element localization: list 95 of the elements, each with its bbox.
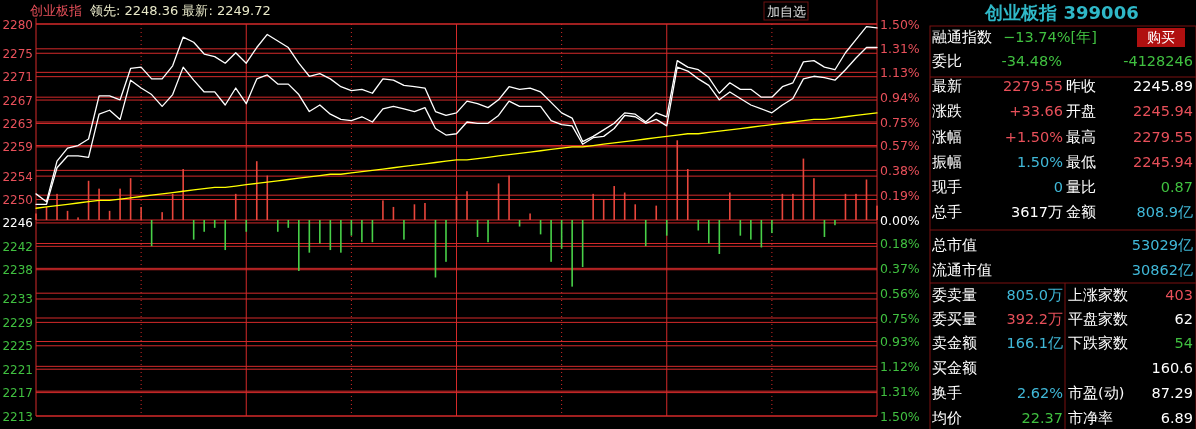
y2-tick-label: 0.75%	[880, 310, 920, 326]
text: 买金额	[932, 360, 977, 376]
y2-tick-label: 1.12%	[880, 358, 920, 374]
text: 0	[1053, 179, 1063, 195]
text: 换手	[932, 385, 962, 401]
y-tick-label: 2280	[2, 17, 33, 32]
text: 最新	[932, 78, 962, 94]
text: 87.29	[1151, 385, 1193, 401]
y2-tick-label: 1.31%	[880, 383, 920, 399]
text: 总市值	[931, 237, 977, 253]
y-tick-label: 2242	[2, 239, 33, 254]
text: 平盘家数	[1068, 311, 1128, 327]
text: −13.74%[年]	[1003, 29, 1097, 45]
text: 6.89	[1160, 410, 1193, 426]
y-tick-label: 2259	[2, 140, 33, 155]
text: 最低	[1066, 154, 1096, 170]
text: 开盘	[1066, 103, 1096, 119]
text: 加自选	[766, 4, 806, 19]
text: 54	[1174, 335, 1193, 351]
y2-tick-label: 0.37%	[880, 260, 920, 276]
y-tick-label: 2233	[2, 292, 33, 307]
text: 市盈(动)	[1068, 385, 1125, 401]
text: 62	[1174, 311, 1193, 327]
text: 创业板指 399006	[984, 2, 1139, 23]
text: 融通指数	[932, 29, 992, 45]
y2-tick-label: 0.18%	[880, 236, 920, 252]
text: -34.48%	[1001, 53, 1062, 69]
y2-tick-label: 0.00%	[880, 212, 920, 228]
text: 2279.55	[1003, 78, 1063, 94]
text: 2245.94	[1133, 154, 1193, 170]
text: 166.1亿	[1006, 335, 1063, 351]
line-series	[35, 112, 878, 209]
text: 振幅	[932, 154, 962, 170]
text: 160.6	[1151, 360, 1193, 376]
text: 昨收	[1066, 78, 1096, 94]
text: 2245.89	[1133, 78, 1193, 94]
text: 403	[1165, 287, 1193, 303]
text: 购买	[1147, 29, 1175, 45]
text: 总手	[931, 204, 962, 220]
y2-tick-label: 1.50%	[880, 16, 920, 32]
y2-tick-label: 1.31%	[880, 41, 920, 57]
y-tick-label: 2246	[2, 216, 33, 231]
text: 808.9亿	[1136, 204, 1193, 220]
y-tick-label: 2229	[2, 315, 33, 330]
text: 市净率	[1068, 410, 1113, 426]
chart-title: 创业板指	[30, 3, 82, 18]
y-tick-label: 2213	[2, 409, 33, 424]
y-tick-label: 2221	[2, 362, 33, 377]
text: 委卖量	[932, 287, 977, 303]
text: 金额	[1066, 204, 1096, 220]
text: 现手	[932, 179, 962, 195]
text: +33.66	[1009, 103, 1063, 119]
text: 涨跌	[932, 103, 962, 119]
y-tick-label: 2250	[2, 193, 33, 208]
text: 涨幅	[932, 129, 962, 145]
y2-tick-label: 0.93%	[880, 334, 920, 350]
text: 392.2万	[1006, 311, 1063, 327]
text: 30862亿	[1131, 262, 1193, 278]
text: 上涨家数	[1068, 287, 1128, 303]
text: 1.50%	[1016, 154, 1063, 170]
text: 3617万	[1011, 204, 1063, 220]
y2-tick-label: 0.75%	[880, 114, 920, 130]
y-tick-label: 2263	[2, 116, 33, 131]
y2-tick-label: 0.56%	[880, 285, 920, 301]
y-tick-label: 2275	[2, 46, 33, 61]
text: 2279.55	[1133, 129, 1193, 145]
text: 805.0万	[1006, 287, 1063, 303]
text: 2.62%	[1016, 385, 1063, 401]
y-tick-label: 2238	[2, 263, 33, 278]
text: 最高	[1066, 129, 1096, 145]
y-tick-label: 2267	[2, 93, 33, 108]
text: 均价	[931, 410, 962, 426]
text: 流通市值	[932, 262, 992, 278]
y-tick-label: 2271	[2, 70, 33, 85]
chart-subtitle: 领先: 2248.36 最新: 2249.72	[90, 3, 271, 18]
y2-tick-label: 0.94%	[880, 89, 920, 105]
text: 2245.94	[1133, 103, 1193, 119]
y2-tick-label: 0.38%	[880, 162, 920, 178]
text: 卖金额	[932, 335, 977, 351]
text: -4128246	[1123, 53, 1193, 69]
text: 下跌家数	[1068, 335, 1128, 351]
y2-tick-label: 1.50%	[880, 408, 920, 424]
text: 委买量	[932, 311, 977, 327]
y-tick-label: 2254	[2, 169, 33, 184]
text: 0.87	[1160, 179, 1193, 195]
y2-tick-label: 0.57%	[880, 138, 920, 154]
y-tick-label: 2217	[2, 386, 33, 401]
text: 22.37	[1021, 410, 1063, 426]
text: 委比	[932, 53, 962, 69]
y2-tick-label: 0.19%	[880, 187, 920, 203]
text: +1.50%	[1004, 129, 1063, 145]
y-tick-label: 2225	[2, 339, 33, 354]
y2-tick-label: 1.13%	[880, 64, 920, 80]
text: 53029亿	[1131, 237, 1193, 253]
text: 量比	[1066, 179, 1096, 195]
